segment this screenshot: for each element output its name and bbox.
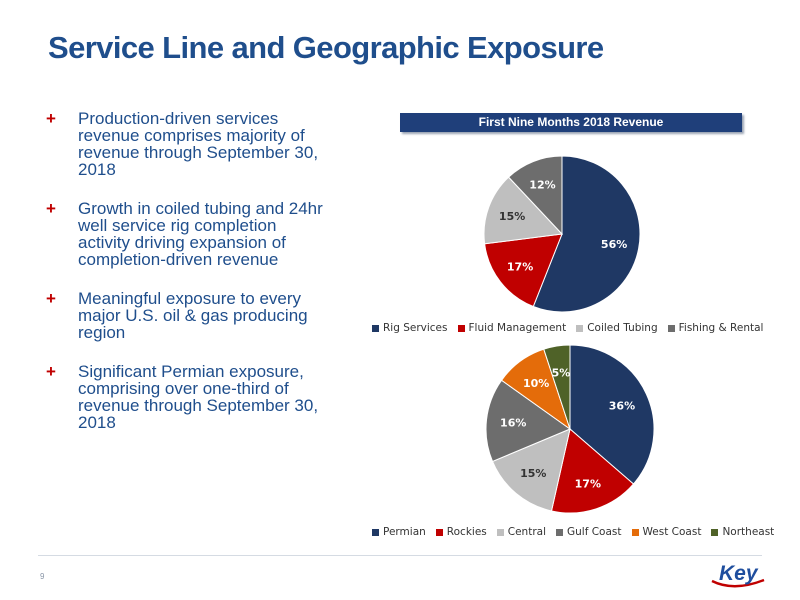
data-label-rockies: 17% <box>575 477 601 490</box>
bullet-item: + Meaningful exposure to every major U.S… <box>46 289 326 342</box>
legend-label: Rockies <box>446 526 487 538</box>
legend-label: Northeast <box>722 526 775 538</box>
bullet-text: Significant Permian exposure, comprising… <box>78 362 319 432</box>
legend-item-permian: Permian <box>372 526 426 538</box>
data-label-coiled-tubing: 15% <box>499 210 525 223</box>
bullet-item: + Significant Permian exposure, comprisi… <box>46 362 326 432</box>
chart-title-bar: First Nine Months 2018 Revenue <box>400 113 742 132</box>
legend-swatch <box>457 324 465 332</box>
legend-item-rig-services: Rig Services <box>372 322 448 334</box>
page-number: 9 <box>40 572 45 581</box>
legend-swatch <box>631 528 639 536</box>
slide-title: Service Line and Geographic Exposure <box>48 30 604 65</box>
legend-item-gulf-coast: Gulf Coast <box>555 526 622 538</box>
pie-slice-permian <box>569 344 655 485</box>
legend-item-rockies: Rockies <box>435 526 487 538</box>
pie-slice-fishing-and-rental <box>507 155 563 236</box>
bullet-text: Meaningful exposure to every major U.S. … <box>78 289 308 342</box>
logo-text: Key <box>719 562 759 585</box>
data-label-rig-services: 56% <box>601 238 627 251</box>
pie-slice-coiled-tubing <box>483 176 564 245</box>
data-label-fluid-management: 17% <box>507 261 533 274</box>
legend-swatch <box>667 324 675 332</box>
plus-icon: + <box>46 199 56 218</box>
legend-swatch <box>496 528 504 536</box>
legend-swatch <box>555 528 563 536</box>
bullet-list: + Production-driven services revenue com… <box>46 110 326 453</box>
footer-divider <box>38 555 762 556</box>
pie-slice-rockies <box>550 428 635 514</box>
pie-slice-gulf-coast <box>485 379 572 463</box>
plus-icon: + <box>46 362 56 381</box>
legend-label: Rig Services <box>383 322 448 334</box>
legend-swatch <box>576 324 584 332</box>
legend-label: Permian <box>383 526 426 538</box>
legend-item-northeast: Northeast <box>711 526 774 538</box>
legend-item-coiled-tubing: Coiled Tubing <box>576 322 658 334</box>
service-line-legend: Rig Services Fluid Management Coiled Tubin… <box>372 322 773 334</box>
legend-label: Fishing & Rental <box>678 322 764 334</box>
legend-swatch <box>372 528 379 536</box>
legend-item-fishing-and-rental: Fishing & Rental <box>667 322 764 334</box>
key-logo: Key <box>711 562 765 588</box>
bullet-text: Growth in coiled tubing and 24hr well se… <box>78 199 323 269</box>
legend-label: Fluid Management <box>468 322 567 334</box>
geographic-legend: Permian Rockies Central Gulf Coast West Coas… <box>372 526 784 538</box>
plus-icon: + <box>46 289 56 308</box>
legend-item-west-coast: West Coast <box>631 526 702 538</box>
plus-icon: + <box>46 109 56 128</box>
data-label-west-coast: 10% <box>523 377 549 390</box>
pie-slice-central <box>491 428 571 512</box>
legend-label: West Coast <box>642 526 702 538</box>
bullet-item: + Growth in coiled tubing and 24hr well … <box>46 199 326 269</box>
service-line-pie-chart: 56% 17% 15% 12% <box>483 155 641 313</box>
data-label-permian: 36% <box>609 399 635 412</box>
bullet-text: Production-driven services revenue compr… <box>78 109 319 179</box>
legend-swatch <box>711 528 719 536</box>
data-label-fishing-and-rental: 12% <box>529 179 555 192</box>
legend-label: Coiled Tubing <box>587 322 658 334</box>
data-label-central: 15% <box>520 467 546 480</box>
data-label-gulf-coast: 16% <box>500 417 526 430</box>
legend-label: Central <box>507 526 546 538</box>
bullet-item: + Production-driven services revenue com… <box>46 109 326 179</box>
legend-item-fluid-management: Fluid Management <box>457 322 567 334</box>
legend-swatch <box>435 528 443 536</box>
pie-slice-fluid-management <box>484 233 563 308</box>
legend-label: Gulf Coast <box>566 526 622 538</box>
pie-slice-northeast <box>543 344 571 430</box>
pie-slice-rig-services <box>532 155 641 313</box>
data-label-northeast: 5% <box>552 367 571 380</box>
legend-swatch <box>372 324 379 332</box>
legend-item-central: Central <box>496 526 546 538</box>
geographic-pie-chart: 36% 17% 15% 16% 10%5% <box>485 344 655 514</box>
